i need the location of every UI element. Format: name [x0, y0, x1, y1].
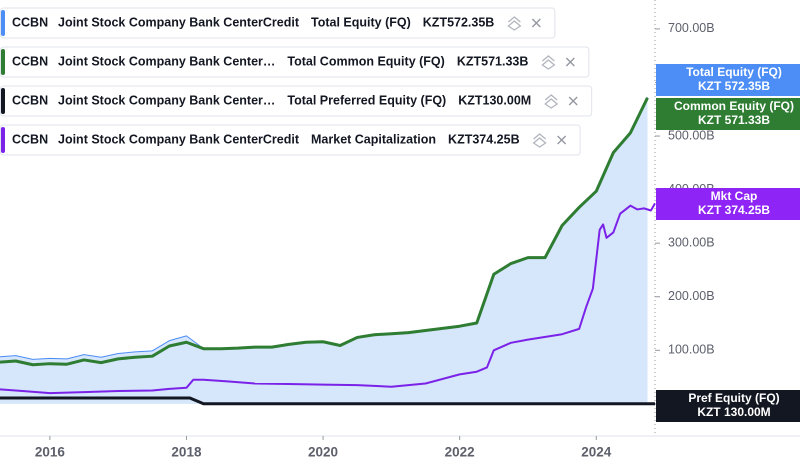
value-badge [656, 188, 800, 220]
legend-row[interactable]: CCBN Joint Stock Company Bank Center… Tota… [0, 46, 590, 78]
legend-ticker: CCBN [12, 132, 48, 146]
badge-label: Mkt Cap [711, 189, 758, 203]
legend-ticker: CCBN [12, 15, 48, 29]
series-line [0, 396, 655, 406]
plot [0, 97, 656, 406]
legend-metric: Total Equity (FQ) [311, 15, 411, 29]
legend-close[interactable] [557, 135, 567, 145]
legend-metric: Total Common Equity (FQ) [287, 54, 444, 68]
legend-metric: Total Preferred Equity (FQ) [287, 93, 446, 107]
x-tick-label: 2016 [35, 445, 66, 460]
legend-metric: Market Capitalization [311, 132, 436, 146]
badge-value: KZT 572.35B [698, 79, 770, 93]
legend-row-bg [0, 124, 581, 156]
legend-close[interactable] [568, 96, 578, 106]
legend-company: Joint Stock Company Bank CenterCredit [58, 132, 300, 146]
legend-value: KZT130.00M [458, 93, 531, 107]
legend-swatch [1, 49, 5, 75]
legend-value: KZT572.35B [423, 15, 495, 29]
x-tick-label: 2022 [445, 445, 475, 460]
legend-company: Joint Stock Company Bank Center… [58, 93, 275, 107]
legend-value: KZT374.25B [448, 132, 520, 146]
legend-row[interactable]: CCBN Joint Stock Company Bank CenterCredi… [0, 124, 581, 156]
x-tick-label: 2018 [171, 445, 202, 460]
area-fill [0, 97, 648, 404]
value-badge [656, 64, 800, 96]
legend-swatch [1, 10, 5, 36]
badge-label: Common Equity (FQ) [674, 99, 794, 113]
legend-row[interactable]: CCBN Joint Stock Company Bank Center… Tota… [0, 85, 593, 117]
legend-icon[interactable] [507, 16, 522, 31]
legend-row-bg [0, 85, 593, 117]
y-tick-label: 300.00B [668, 235, 715, 249]
legend-icon[interactable] [544, 94, 559, 109]
legend-row-bg [0, 46, 590, 78]
legend-swatch [1, 88, 5, 114]
x-tick-label: 2024 [581, 445, 612, 460]
legend-ticker: CCBN [12, 54, 48, 68]
value-badge [656, 98, 800, 130]
legend-company: Joint Stock Company Bank CenterCredit [58, 15, 300, 29]
legend-close[interactable] [531, 18, 541, 28]
y-tick-label: 100.00B [668, 343, 715, 357]
legend-row[interactable]: CCBN Joint Stock Company Bank CenterCredi… [0, 7, 556, 39]
legend-ticker: CCBN [12, 93, 48, 107]
legend-close[interactable] [565, 57, 575, 67]
legend-company: Joint Stock Company Bank Center… [58, 54, 275, 68]
badge-value: KZT 130.00M [697, 405, 770, 419]
value-badge [656, 390, 800, 422]
badge-value: KZT 571.33B [698, 113, 770, 127]
legend-icon[interactable] [532, 133, 547, 148]
badge-value: KZT 374.25B [698, 203, 770, 217]
y-tick-label: 200.00B [668, 289, 715, 303]
y-tick-label: 700.00B [668, 21, 715, 35]
y-tick-label: 500.00B [668, 128, 715, 142]
badge-label: Pref Equity (FQ) [688, 391, 779, 405]
legend-swatch [1, 127, 5, 153]
series-line [0, 97, 649, 367]
legend-row-bg [0, 7, 556, 39]
x-tick-label: 2020 [308, 445, 338, 460]
badges: Total Equity (FQ)KZT 572.35B Common Equit… [656, 64, 800, 422]
legend: CCBN Joint Stock Company Bank CenterCredi… [0, 7, 593, 156]
legend-icon[interactable] [541, 55, 556, 70]
badge-label: Total Equity (FQ) [686, 65, 782, 79]
series-line [0, 202, 656, 395]
legend-value: KZT571.33B [457, 54, 529, 68]
